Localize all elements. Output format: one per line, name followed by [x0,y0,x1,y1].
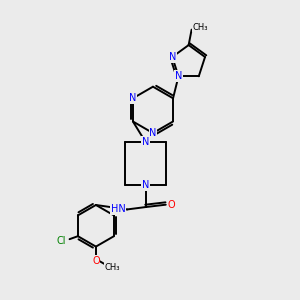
Text: HN: HN [111,204,126,214]
Text: Cl: Cl [56,236,66,246]
Text: O: O [168,200,176,210]
Text: N: N [142,137,149,147]
Text: O: O [92,256,100,266]
Text: N: N [129,93,137,103]
Text: CH₃: CH₃ [192,23,208,32]
Text: CH₃: CH₃ [104,263,120,272]
Text: N: N [142,180,149,190]
Text: N: N [175,71,182,81]
Text: N: N [169,52,176,62]
Text: N: N [149,128,157,138]
